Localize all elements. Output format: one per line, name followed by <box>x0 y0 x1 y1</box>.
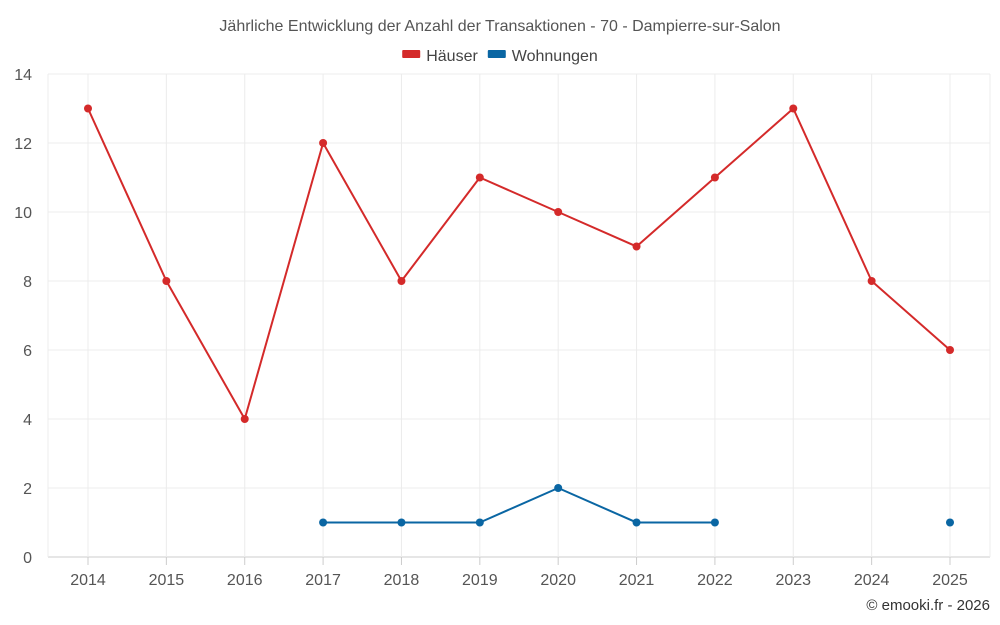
data-point[interactable] <box>84 104 92 113</box>
data-point[interactable] <box>632 518 641 527</box>
x-tick-label: 2015 <box>149 572 185 589</box>
x-axis: 2014 2015 2016 2017 2018 2019 2020 2021 2022 2023… <box>70 572 968 589</box>
legend-item[interactable]: Häuser <box>402 48 478 65</box>
y-tick-label: 10 <box>14 205 32 222</box>
legend-swatch <box>487 50 506 58</box>
data-point[interactable] <box>867 277 876 285</box>
series-line <box>323 487 715 524</box>
chart-title: Jährliche Entwicklung der Anzahl der Tra… <box>219 18 780 35</box>
x-tick-label: 2018 <box>384 572 420 589</box>
x-tick-label: 2023 <box>775 572 811 589</box>
data-point[interactable] <box>946 346 954 354</box>
legend[interactable]: Häuser Wohnungen <box>402 48 598 65</box>
data-point[interactable] <box>240 415 249 423</box>
x-tick-label: 2014 <box>70 572 106 589</box>
x-tick-label: 2024 <box>854 572 890 589</box>
y-tick-label: 2 <box>23 481 32 498</box>
data-point[interactable] <box>475 518 484 527</box>
legend-item[interactable]: Wohnungen <box>487 48 598 65</box>
legend-label: Häuser <box>426 48 478 65</box>
data-point[interactable] <box>710 518 719 527</box>
series-h-user <box>84 104 954 423</box>
data-point[interactable] <box>554 484 563 492</box>
data-point[interactable] <box>397 518 406 527</box>
x-tick-label: 2016 <box>227 572 263 589</box>
y-tick-label: 0 <box>23 550 32 567</box>
data-point[interactable] <box>710 173 719 182</box>
data-point[interactable] <box>162 277 171 285</box>
x-tick-label: 2021 <box>619 572 655 589</box>
data-point[interactable] <box>789 104 798 113</box>
data-point[interactable] <box>397 277 406 285</box>
y-axis: 0 2 4 6 8 10 12 14 <box>14 67 32 567</box>
plot-area <box>84 104 954 527</box>
x-tick-label: 2017 <box>305 572 341 589</box>
data-point[interactable] <box>554 208 563 216</box>
legend-label: Wohnungen <box>512 48 598 65</box>
credit-text: © emooki.fr - 2026 <box>866 597 990 614</box>
y-tick-label: 12 <box>14 136 32 153</box>
data-point[interactable] <box>319 139 328 147</box>
data-point[interactable] <box>632 242 641 251</box>
data-point[interactable] <box>946 518 954 527</box>
legend-swatch <box>402 50 421 58</box>
grid <box>47 73 991 565</box>
y-tick-label: 8 <box>23 274 32 291</box>
series-line <box>87 107 951 420</box>
x-tick-label: 2020 <box>540 572 576 589</box>
x-tick-label: 2019 <box>462 572 498 589</box>
data-point[interactable] <box>475 173 484 182</box>
series-wohnungen <box>319 484 954 527</box>
x-tick-label: 2025 <box>932 572 968 589</box>
y-tick-label: 14 <box>14 67 32 84</box>
y-tick-label: 4 <box>23 412 32 429</box>
x-tick-label: 2022 <box>697 572 733 589</box>
data-point[interactable] <box>319 518 328 527</box>
y-tick-label: 6 <box>23 343 32 360</box>
